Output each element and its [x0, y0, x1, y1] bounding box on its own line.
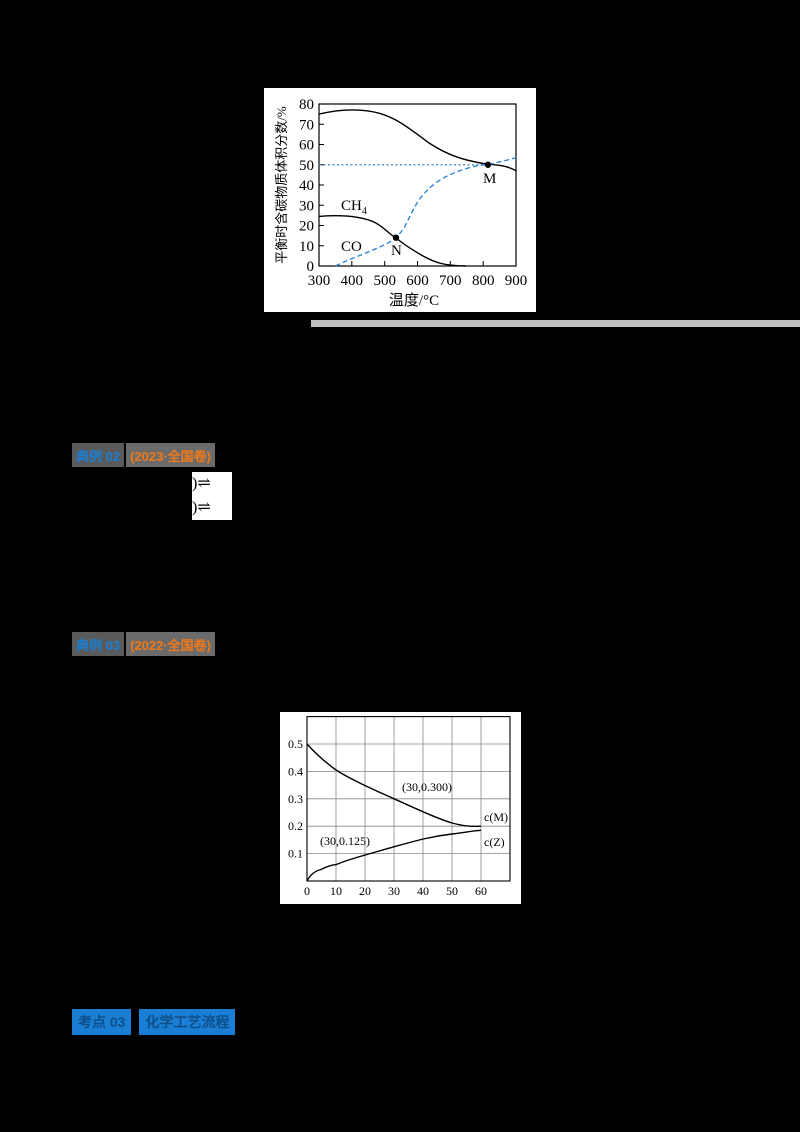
upper-curve [318, 109, 517, 172]
y-tick-labels: 0.1 0.2 0.3 0.4 0.5 [288, 737, 303, 861]
x-tick-800: 800 [472, 273, 495, 289]
label-ch4: CH4 [341, 198, 367, 217]
label-m: M [483, 171, 496, 187]
x-axis-title: 温度/°C [389, 292, 439, 309]
equilibrium-chart-svg: 0 10 20 30 40 50 60 70 80 300 400 500 60… [274, 97, 528, 309]
knowledge-point-tag: 考点 03 [72, 1009, 132, 1035]
x-tick-0: 0 [304, 884, 310, 898]
y-tick-0.1: 0.1 [288, 847, 303, 861]
y-tick-40: 40 [299, 178, 314, 194]
y-tick-0.4: 0.4 [288, 764, 303, 778]
gray-divider-bar [311, 320, 800, 327]
annotation-cm-30: (30,0.300) [402, 780, 452, 794]
y-tick-0.3: 0.3 [288, 792, 303, 806]
cm-curve [306, 743, 482, 828]
x-tick-30: 30 [388, 884, 400, 898]
point-m [484, 161, 492, 168]
x-tick-300: 300 [308, 273, 331, 289]
concentration-chart-svg: 0.1 0.2 0.3 0.4 0.5 0 10 20 30 40 50 60 … [288, 716, 511, 898]
y-axis-ticks [319, 103, 324, 267]
example-label-02: 典例 02 (2023·全国卷) [72, 443, 215, 467]
equation-line-1: )⇌ [192, 475, 211, 492]
cz-curve [306, 829, 482, 882]
label-cz: c(Z) [484, 835, 505, 849]
example-source: (2023·全国卷) [126, 443, 215, 467]
plot-frame [306, 716, 511, 882]
y-tick-0.5: 0.5 [288, 737, 303, 751]
x-tick-20: 20 [359, 884, 371, 898]
grid-lines [307, 716, 510, 881]
y-tick-0: 0 [307, 259, 315, 275]
y-tick-80: 80 [299, 97, 314, 113]
x-tick-labels: 300 400 500 600 700 800 900 [308, 273, 528, 289]
equation-fragment: )⇌ )⇌ [192, 472, 232, 520]
y-tick-50: 50 [299, 158, 314, 174]
example-label-03: 典例 03 (2022·全国卷) [72, 632, 215, 656]
x-axis-ticks [318, 261, 517, 266]
x-tick-900: 900 [505, 273, 528, 289]
figure-concentration-chart: 0.1 0.2 0.3 0.4 0.5 0 10 20 30 40 50 60 … [280, 712, 521, 904]
y-tick-60: 60 [299, 138, 314, 154]
example-source: (2022·全国卷) [126, 632, 215, 656]
y-tick-0.2: 0.2 [288, 819, 303, 833]
y-tick-labels: 0 10 20 30 40 50 60 70 80 [299, 97, 314, 275]
x-tick-60: 60 [475, 884, 487, 898]
label-co: CO [341, 239, 362, 255]
point-n [392, 234, 400, 241]
x-tick-labels: 0 10 20 30 40 50 60 [304, 884, 487, 898]
x-tick-50: 50 [446, 884, 458, 898]
example-tag: 典例 02 [72, 443, 125, 467]
label-cm: c(M) [484, 810, 508, 824]
example-tag: 典例 03 [72, 632, 125, 656]
y-tick-30: 30 [299, 198, 314, 214]
knowledge-point-title: 化学工艺流程 [139, 1009, 236, 1035]
y-tick-20: 20 [299, 219, 314, 235]
y-tick-10: 10 [299, 239, 314, 255]
x-tick-600: 600 [406, 273, 429, 289]
label-n: N [391, 243, 402, 259]
y-axis-title: 平衡时含碳物质体积分数/% [274, 106, 289, 264]
obscured-text-region [70, 330, 310, 430]
annotation-cz-30: (30,0.125) [320, 834, 370, 848]
figure-equilibrium-chart: 0 10 20 30 40 50 60 70 80 300 400 500 60… [264, 88, 536, 312]
x-tick-40: 40 [417, 884, 429, 898]
knowledge-point-heading: 考点 03 化学工艺流程 [72, 1009, 236, 1035]
co-curve [335, 156, 517, 267]
x-tick-700: 700 [439, 273, 462, 289]
equation-line-2: )⇌ [192, 499, 211, 516]
x-tick-10: 10 [330, 884, 342, 898]
x-tick-400: 400 [341, 273, 364, 289]
y-tick-70: 70 [299, 117, 314, 133]
x-tick-500: 500 [373, 273, 396, 289]
